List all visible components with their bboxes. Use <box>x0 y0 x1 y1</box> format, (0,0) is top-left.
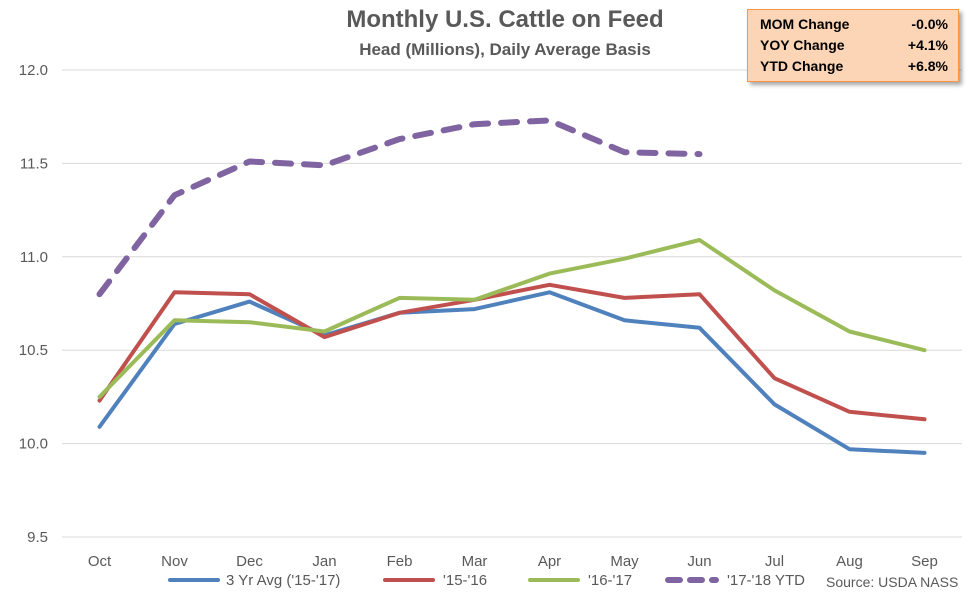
legend-label: '15-'16 <box>443 572 487 589</box>
x-tick-label: May <box>610 553 639 570</box>
stat-label: MOM Change <box>760 16 850 32</box>
stat-label: YTD Change <box>760 58 844 74</box>
x-axis-ticks: Oct Nov Dec Jan Feb Mar Apr May Jun Jul Aug Sep <box>88 553 938 570</box>
y-axis-ticks: 9.5 10.0 10.5 11.0 11.5 12.0 <box>19 62 48 546</box>
x-tick-label: Mar <box>462 553 488 570</box>
legend-label: '16-'17 <box>588 572 632 589</box>
stat-value: +6.8% <box>907 58 948 74</box>
y-tick-label: 11.0 <box>20 249 48 266</box>
series-line <box>97 282 927 422</box>
stat-value: -0.0% <box>911 16 948 32</box>
legend-label: '17-'18 YTD <box>727 572 805 589</box>
x-tick-label: Feb <box>387 553 413 570</box>
gridlines <box>62 69 962 538</box>
series-line <box>97 290 927 455</box>
y-tick-label: 10.5 <box>19 342 48 359</box>
stat-value: +4.1% <box>907 37 948 53</box>
x-tick-label: Jan <box>312 553 336 570</box>
stat-row-ytd: YTD Change +6.8% <box>760 56 948 77</box>
x-tick-label: Jul <box>765 553 784 570</box>
y-tick-label: 9.5 <box>27 529 48 546</box>
x-tick-label: Apr <box>538 553 561 570</box>
y-tick-label: 10.0 <box>19 436 48 453</box>
y-tick-label: 11.5 <box>20 155 48 172</box>
x-tick-label: Sep <box>911 553 938 570</box>
source-note: Source: USDA NASS <box>826 574 959 590</box>
stat-row-yoy: YOY Change +4.1% <box>760 35 948 56</box>
x-tick-label: Aug <box>836 553 863 570</box>
stats-box: MOM Change -0.0% YOY Change +4.1% YTD Ch… <box>747 9 959 82</box>
stat-row-mom: MOM Change -0.0% <box>760 14 948 35</box>
chart-subtitle: Head (Millions), Daily Average Basis <box>359 40 651 59</box>
x-tick-label: Nov <box>161 553 188 570</box>
x-tick-label: Jun <box>687 553 711 570</box>
chart-title: Monthly U.S. Cattle on Feed <box>346 6 664 33</box>
series-line <box>97 238 927 399</box>
x-tick-label: Oct <box>88 553 112 570</box>
series-line <box>96 117 703 298</box>
stat-label: YOY Change <box>760 37 845 53</box>
y-tick-label: 12.0 <box>19 62 48 79</box>
series-lines <box>96 117 927 455</box>
legend-label: 3 Yr Avg ('15-'17) <box>226 572 340 589</box>
x-tick-label: Dec <box>236 553 263 570</box>
legend: 3 Yr Avg ('15-'17) '15-'16 '16-'17 '17-'18 … <box>168 572 805 589</box>
